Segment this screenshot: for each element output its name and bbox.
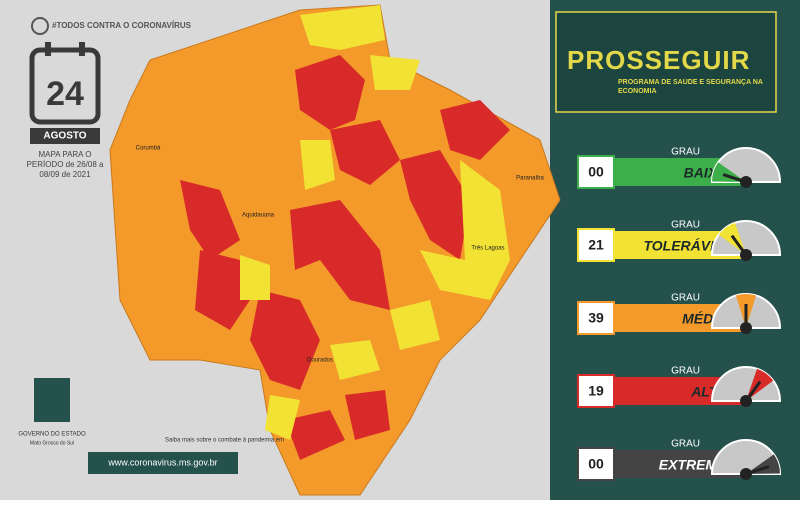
region-high: [400, 150, 470, 260]
level-grau: GRAU: [671, 293, 700, 304]
map-labels: Corumbá Aquidauana Três Lagoas Paranaíba Dou…: [136, 146, 545, 364]
level-count: 00: [588, 456, 604, 472]
region-high: [250, 290, 320, 390]
state: Mato Grosso do Sul: [30, 440, 74, 446]
info-text: Saiba mais sobre o combate à pandemia em: [165, 438, 284, 444]
month: AGOSTO: [43, 131, 86, 142]
region-high: [440, 100, 510, 160]
region-tolerable: [300, 140, 335, 190]
count-box: [577, 228, 615, 262]
level-count: 39: [588, 310, 604, 326]
city-label: Dourados: [307, 358, 333, 364]
calendar-ring: [45, 42, 51, 56]
count-box: [577, 155, 615, 189]
level-count: 00: [588, 164, 604, 180]
gauge-segment: [712, 162, 746, 182]
calendar-ring: [79, 42, 85, 56]
region-tolerable: [240, 255, 270, 300]
program-title: PROSSEGUIR: [567, 45, 750, 75]
region-tolerable: [390, 300, 440, 350]
levels: 00GRAUBAIXO21GRAUTOLERÁVEL39GRAUMÉDIO19G…: [577, 147, 782, 481]
gauge-hub: [740, 468, 752, 480]
city-label: Paranaíba: [516, 176, 544, 182]
region-tolerable: [300, 5, 385, 50]
program-box: [555, 11, 777, 113]
region-high: [295, 55, 365, 130]
level-grau: GRAU: [671, 220, 700, 231]
level-name: TOLERÁVEL: [643, 238, 728, 254]
gauge-hub: [740, 395, 752, 407]
count-box: [577, 301, 615, 335]
count-box: [577, 447, 615, 481]
program-subtitle-box: PROGRAMA DE SAÚDE E SEGURANÇA NA ECONOMI…: [618, 79, 763, 95]
month-box: [30, 128, 100, 144]
city-label: Três Lagoas: [471, 246, 504, 252]
gauge-segment: [746, 454, 780, 474]
level-grau: GRAU: [671, 147, 700, 158]
city-label: Corumbá: [136, 146, 161, 152]
level-count: 19: [588, 383, 604, 399]
gauge-hub: [740, 322, 752, 334]
calendar-icon: [29, 47, 101, 125]
region-high: [330, 120, 400, 185]
url-box[interactable]: [88, 452, 238, 474]
level-name: EXTREMO: [659, 457, 728, 473]
level-count: 21: [588, 237, 604, 253]
region-high: [290, 200, 390, 310]
level-grau: GRAU: [671, 366, 700, 377]
government-crest: [34, 378, 70, 422]
day: 24: [46, 75, 84, 113]
region-tolerable: [420, 160, 510, 300]
gauge-hub: [740, 176, 752, 188]
url[interactable]: www.coronavirus.ms.gov.br: [107, 457, 217, 467]
region-high: [195, 250, 250, 330]
period: MAPA PARA O PERÍODO de 26/08 a 08/09 de …: [26, 150, 104, 179]
region-high: [285, 410, 345, 460]
logo-icon: [31, 17, 49, 35]
level-grau: GRAU: [671, 439, 700, 450]
region-tolerable: [265, 395, 300, 440]
campaign: #TODOS CONTRA O CORONAVÍRUS: [52, 21, 192, 30]
city-label: Aquidauana: [242, 213, 275, 219]
region-tolerable: [330, 340, 380, 380]
program-subtitle: PROGRAMA DE SAÚDE E SEGURANÇA NA ECONOMI…: [618, 79, 763, 95]
gauge-hub: [740, 249, 752, 261]
map: [109, 4, 561, 496]
region-high: [180, 180, 240, 260]
government: GOVERNO DO ESTADO: [18, 432, 86, 438]
period-box: MAPA PARA O PERÍODO de 26/08 a 08/09 de …: [26, 150, 104, 179]
region-high: [345, 390, 390, 440]
count-box: [577, 374, 615, 408]
region-tolerable: [370, 55, 420, 90]
